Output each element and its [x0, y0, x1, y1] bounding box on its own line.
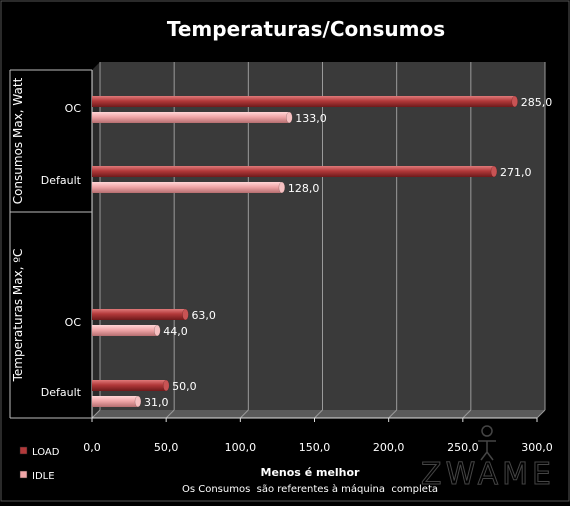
bar-value-label: 50,0: [172, 380, 197, 393]
group-label-consumos: Consumos Max, Watt: [11, 77, 25, 204]
bar-load-2: [92, 308, 189, 321]
bar-body: [92, 182, 282, 193]
x-axis-label: Menos é melhor: [261, 466, 361, 479]
grid-line-floor: [388, 409, 398, 419]
bar-cap: [511, 95, 518, 108]
bar-value-label: 63,0: [191, 309, 216, 322]
category-label-consumos-oc: OC: [65, 102, 82, 115]
watermark-figure-head: [481, 425, 493, 437]
bar-cap: [162, 379, 170, 392]
bar-body: [92, 309, 186, 320]
grid-line-floor: [165, 409, 175, 419]
grid-line-floor: [91, 409, 101, 419]
bar-body: [92, 396, 138, 407]
bar-value-label: 285,0: [521, 96, 553, 109]
bar-load-0: [92, 95, 518, 108]
x-tick-label: 0,0: [83, 441, 101, 454]
grid-line-floor: [536, 409, 546, 419]
x-tick-label: 200,0: [373, 441, 405, 454]
grid-line-floor: [314, 409, 323, 419]
bar-load-1: [92, 165, 498, 178]
legend-label-load: LOAD: [32, 447, 60, 458]
bar-cap: [278, 181, 286, 194]
chart-title: Temperaturas/Consumos: [167, 17, 445, 41]
grid-line-floor: [239, 409, 249, 419]
tick-layer: 0,0 50,0 100,0 150,0 200,0 250,0 300,0: [83, 417, 553, 454]
watermark-figure-body: [478, 440, 496, 461]
bar-value-label: 133,0: [295, 112, 327, 125]
x-tick-label: 250,0: [447, 441, 479, 454]
bar-idle-3: [92, 395, 142, 408]
bar-idle-2: [92, 324, 161, 337]
x-tick-label: 300,0: [521, 441, 553, 454]
bar-value-label: 44,0: [163, 325, 188, 338]
bar-body: [92, 96, 515, 107]
grid-line-floor: [462, 409, 472, 419]
bar-idle-0: [92, 111, 293, 124]
bar-body: [92, 166, 494, 177]
legend-swatch-load: [19, 446, 28, 455]
category-label-consumos-default: Default: [41, 174, 82, 187]
x-tick-label: 50,0: [154, 441, 179, 454]
bar-value-label: 31,0: [144, 396, 169, 409]
bar-body: [92, 325, 158, 336]
legend: LOAD IDLE: [19, 446, 60, 482]
bar-idle-1: [92, 181, 286, 194]
bar-layer: 285,0 133,0 271,0 128,0 63,044,0 50,031,0: [92, 95, 553, 409]
watermark-logo: ZWAME: [421, 425, 555, 493]
x-tick-label: 100,0: [225, 441, 257, 454]
group-label-temperaturas: Temperaturas Max, ºC: [11, 249, 25, 383]
bar-cap: [286, 111, 293, 124]
bar-value-label: 271,0: [500, 166, 532, 179]
bar-cap: [490, 165, 498, 178]
watermark-text: ZWAME: [421, 457, 555, 492]
x-tick-label: 150,0: [299, 441, 331, 454]
bar-cap: [134, 395, 142, 408]
category-label-temperaturas-default: Default: [41, 386, 82, 399]
chart-note: Os Consumos são referentes à máquina com…: [182, 483, 438, 495]
bar-value-label: 128,0: [288, 182, 320, 195]
category-label-temperaturas-oc: OC: [65, 316, 82, 329]
legend-swatch-idle: [19, 470, 28, 479]
legend-label-idle: IDLE: [32, 471, 55, 482]
bar-body: [92, 112, 290, 123]
bar-load-3: [92, 379, 170, 392]
bar-cap: [182, 308, 189, 321]
bar-body: [92, 380, 167, 391]
bar-cap: [154, 324, 161, 337]
